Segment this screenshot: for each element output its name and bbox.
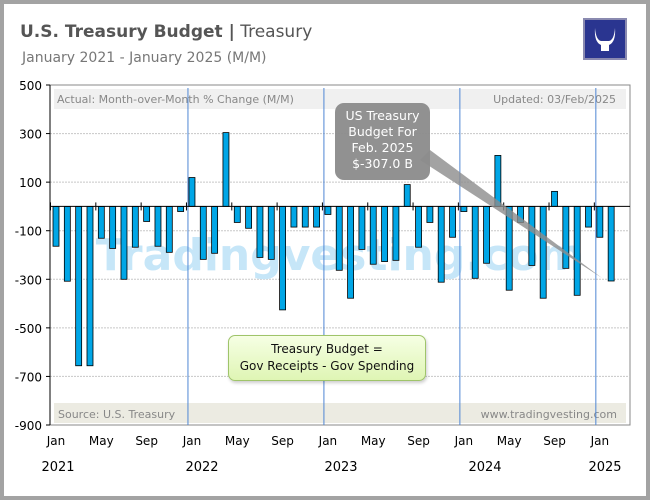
bar-2021-01 [52,206,60,247]
bar-2023-08 [403,184,411,207]
bar-2024-07 [528,206,536,266]
bar-2022-02 [199,206,207,260]
bar-2022-08 [267,206,275,260]
bar-2021-04 [86,206,94,367]
x-year-label: 2024 [468,460,501,475]
bar-2023-11 [437,206,445,283]
bar-2021-09 [143,206,151,222]
bar-2024-12 [585,206,592,228]
bar-2025-02 [607,206,615,282]
bar-2024-09 [551,190,558,207]
y-tick-label: 300 [19,128,42,142]
bar-2023-04 [358,206,366,250]
annotation-top-left: Actual: Month-over-Month % Change (M/M) [57,93,294,106]
bar-2022-11 [301,206,309,228]
bar-2022-06 [245,206,253,229]
chart-subtitle: January 2021 - January 2025 (M/M) [22,50,267,66]
y-tick-label: -300 [15,273,42,287]
bar-2024-04 [494,155,502,207]
callout-line: US Treasury [345,108,420,123]
bar-2022-07 [256,206,264,258]
callout-pointer [420,150,602,278]
bar-2022-12 [313,206,320,228]
bar-2023-03 [347,206,354,299]
bar-2022-01 [188,177,196,207]
top-annotation-band [54,89,626,109]
bar-2021-11 [165,206,173,253]
y-tick-label: -100 [15,225,42,239]
bar-2022-10 [290,206,298,228]
x-tick-label: Jan [182,434,202,448]
bar-2021-07 [120,206,128,280]
x-year-label: 2021 [41,460,74,475]
bar-2022-04 [222,132,230,207]
title-category: Treasury [234,22,313,42]
bull-logo-icon [583,18,627,60]
bar-2021-08 [131,206,139,248]
x-year-label: 2022 [185,460,218,475]
y-tick-label: -900 [15,419,42,433]
bar-2024-02 [471,206,479,279]
x-tick-label: May [497,434,522,448]
bar-2022-09 [279,206,287,311]
annotation-source: Source: U.S. Treasury [58,408,176,421]
y-tick-label: 500 [19,79,42,93]
x-tick-label: Sep [271,434,294,448]
x-tick-label: May [225,434,250,448]
x-tick-label: Jan [46,434,66,448]
formula-line: Gov Receipts - Gov Spending [239,359,415,373]
bar-2022-05 [233,206,241,223]
y-tick-label: -700 [15,370,42,384]
bar-2023-09 [415,206,422,248]
annotation-top-right: Updated: 03/Feb/2025 [493,93,616,106]
bar-2022-03 [211,206,219,254]
bar-2024-03 [483,206,490,264]
x-year-label: 2025 [588,460,621,475]
bar-2024-10 [562,206,570,269]
bar-2023-12 [449,206,456,238]
formula-line: Treasury Budget = [271,342,383,356]
x-tick-label: Sep [135,434,158,448]
bar-2021-12 [177,206,185,212]
bar-2021-05 [97,206,105,239]
callout-line: Feb. 2025 [351,140,414,155]
x-tick-label: May [361,434,386,448]
bar-2023-01 [324,206,332,215]
callout-value: $-307.0 B [352,156,413,171]
x-tick-label: Jan [590,434,610,448]
formula-box: Treasury Budget = Gov Receipts - Gov Spe… [228,335,426,381]
x-tick-label: Sep [543,434,566,448]
bar-2023-06 [381,206,388,262]
bottom-annotation-band [54,403,626,423]
x-tick-label: May [89,434,114,448]
annotation-website: www.tradingvesting.com [481,408,617,421]
chart-title: U.S. Treasury Budget | Treasury [20,22,312,42]
bar-2024-08 [539,206,547,299]
x-tick-label: Jan [318,434,338,448]
x-tick-label: Jan [454,434,474,448]
x-year-label: 2023 [324,460,357,475]
bar-2025-01 [596,206,604,238]
bar-2023-07 [392,206,400,261]
bar-2021-02 [63,206,71,282]
bar-2024-01 [460,206,468,212]
bar-2024-11 [573,206,581,296]
bar-2021-10 [154,206,162,247]
title-main: U.S. Treasury Budget | [20,22,235,42]
bar-2021-06 [109,206,117,249]
latest-value-callout: US Treasury Budget For Feb. 2025 $-307.0… [335,103,430,180]
bar-2023-10 [426,206,434,223]
y-tick-label: -500 [15,322,42,336]
bar-2021-03 [75,206,83,367]
bar-2023-05 [369,206,377,265]
bar-2023-02 [335,206,343,271]
x-tick-label: Sep [407,434,430,448]
callout-line: Budget For [348,124,417,139]
y-tick-label: 100 [19,176,42,190]
